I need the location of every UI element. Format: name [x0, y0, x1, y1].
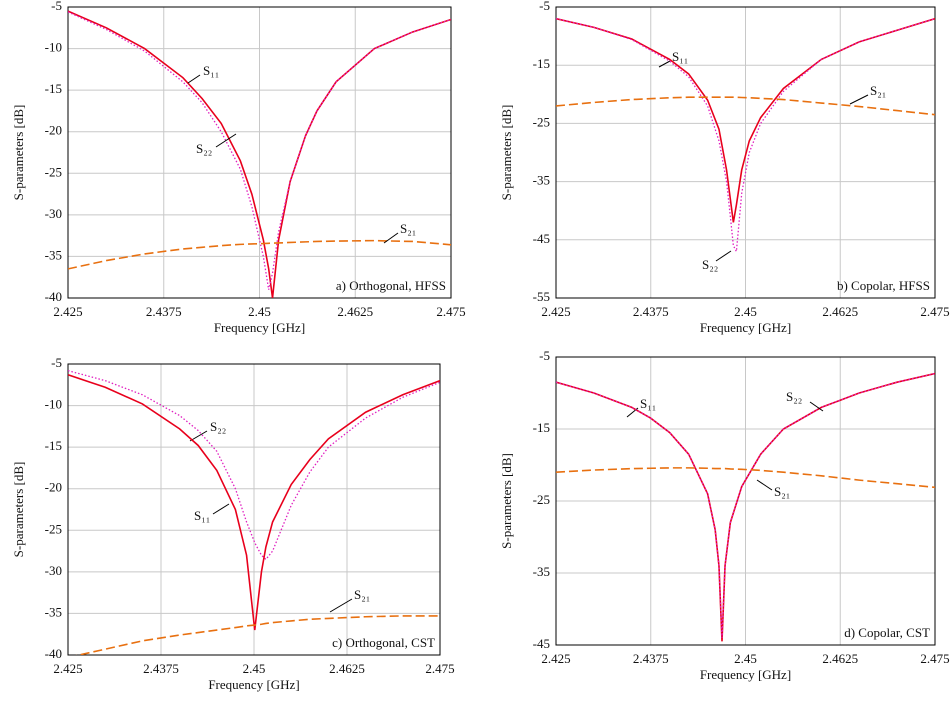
- series-label: S₁₁: [640, 396, 656, 411]
- panel-annotation: c) Orthogonal, CST: [332, 635, 435, 650]
- x-tick-label: 2.475: [436, 304, 465, 319]
- label-leader: [329, 598, 353, 613]
- x-tick-label: 2.475: [920, 651, 949, 666]
- x-axis-label: Frequency [GHz]: [208, 677, 299, 692]
- series-label: S₂₁: [400, 221, 416, 236]
- plot-frame: [67, 6, 452, 299]
- x-axis-label: Frequency [GHz]: [700, 667, 791, 682]
- label-leader: [715, 250, 732, 262]
- x-tick-label: 2.45: [243, 661, 266, 676]
- x-tick-label: 2.425: [53, 304, 82, 319]
- y-tick-label: -30: [45, 206, 62, 221]
- y-tick-label: -10: [45, 40, 62, 55]
- x-tick-label: 2.4625: [329, 661, 365, 676]
- x-tick-label: 2.4375: [633, 304, 669, 319]
- series-line: [68, 374, 440, 631]
- y-tick-label: -35: [45, 604, 62, 619]
- label-leader: [383, 232, 399, 244]
- y-tick-label: -20: [45, 480, 62, 495]
- x-tick-label: 2.475: [920, 304, 949, 319]
- label-leader: [756, 479, 773, 491]
- x-tick-label: 2.425: [541, 651, 570, 666]
- y-tick-label: -5: [539, 0, 550, 13]
- series-label: S₂₂: [196, 141, 212, 156]
- series-line: [556, 467, 935, 489]
- x-axis-label: Frequency [GHz]: [214, 320, 305, 335]
- y-tick-label: -25: [45, 164, 62, 179]
- y-axis-label: S-parameters [dB]: [499, 453, 514, 549]
- panel-annotation: a) Orthogonal, HFSS: [336, 278, 446, 293]
- panel-annotation: b) Copolar, HFSS: [837, 278, 930, 293]
- x-tick-label: 2.425: [541, 304, 570, 319]
- y-tick-label: -20: [45, 123, 62, 138]
- x-tick-label: 2.4375: [146, 304, 182, 319]
- series-line: [556, 372, 935, 638]
- x-tick-label: 2.4625: [337, 304, 373, 319]
- label-leader: [809, 401, 824, 412]
- y-tick-label: -35: [533, 173, 550, 188]
- y-tick-label: -25: [533, 114, 550, 129]
- plot-frame: [555, 356, 936, 646]
- y-tick-label: -45: [533, 636, 550, 651]
- x-axis-label: Frequency [GHz]: [700, 320, 791, 335]
- label-leader: [189, 430, 208, 442]
- x-tick-label: 2.4625: [822, 651, 858, 666]
- series-label: S₂₁: [870, 83, 886, 98]
- label-leader: [849, 94, 869, 105]
- y-tick-label: -40: [45, 289, 62, 304]
- series-label: S₂₁: [774, 484, 790, 499]
- series-line: [68, 11, 451, 290]
- plot-frame: [555, 6, 936, 299]
- y-tick-label: -45: [533, 231, 550, 246]
- label-leader: [658, 60, 671, 68]
- x-tick-label: 2.45: [734, 651, 757, 666]
- y-tick-label: -5: [539, 348, 550, 363]
- x-tick-label: 2.425: [53, 661, 82, 676]
- x-tick-label: 2.45: [734, 304, 757, 319]
- series-label: S₁₁: [203, 63, 219, 78]
- panel-annotation: d) Copolar, CST: [844, 625, 930, 640]
- y-tick-label: -15: [533, 420, 550, 435]
- y-tick-label: -15: [45, 81, 62, 96]
- series-label: S₂₂: [702, 257, 718, 272]
- y-tick-label: -15: [533, 56, 550, 71]
- series-label: S₂₂: [210, 419, 226, 434]
- y-tick-label: -35: [533, 564, 550, 579]
- x-tick-label: 2.4375: [143, 661, 179, 676]
- plot-frame: [67, 363, 441, 656]
- series-label: S₂₂: [786, 389, 802, 404]
- y-tick-label: -10: [45, 397, 62, 412]
- series-line: [556, 96, 935, 116]
- y-axis-label: S-parameters [dB]: [11, 105, 26, 201]
- x-tick-label: 2.4375: [633, 651, 669, 666]
- y-tick-label: -15: [45, 438, 62, 453]
- y-tick-label: -5: [51, 355, 62, 370]
- series-line: [556, 18, 935, 254]
- series-line: [68, 239, 451, 270]
- y-tick-label: -30: [45, 563, 62, 578]
- label-leader: [187, 74, 201, 84]
- series-label: S₂₁: [354, 587, 370, 602]
- x-tick-label: 2.4625: [822, 304, 858, 319]
- series-line: [75, 615, 440, 655]
- x-tick-label: 2.45: [248, 304, 271, 319]
- x-tick-label: 2.475: [425, 661, 454, 676]
- y-tick-label: -25: [45, 521, 62, 536]
- y-axis-label: S-parameters [dB]: [11, 462, 26, 558]
- y-tick-label: -40: [45, 646, 62, 661]
- y-axis-label: S-parameters [dB]: [499, 105, 514, 201]
- y-tick-label: -35: [45, 247, 62, 262]
- series-label: S₁₁: [194, 508, 210, 523]
- series-label: S₁₁: [672, 49, 688, 64]
- label-leader: [215, 133, 237, 148]
- label-leader: [212, 503, 230, 515]
- y-tick-label: -5: [51, 0, 62, 13]
- y-tick-label: -25: [533, 492, 550, 507]
- y-tick-label: -55: [533, 289, 550, 304]
